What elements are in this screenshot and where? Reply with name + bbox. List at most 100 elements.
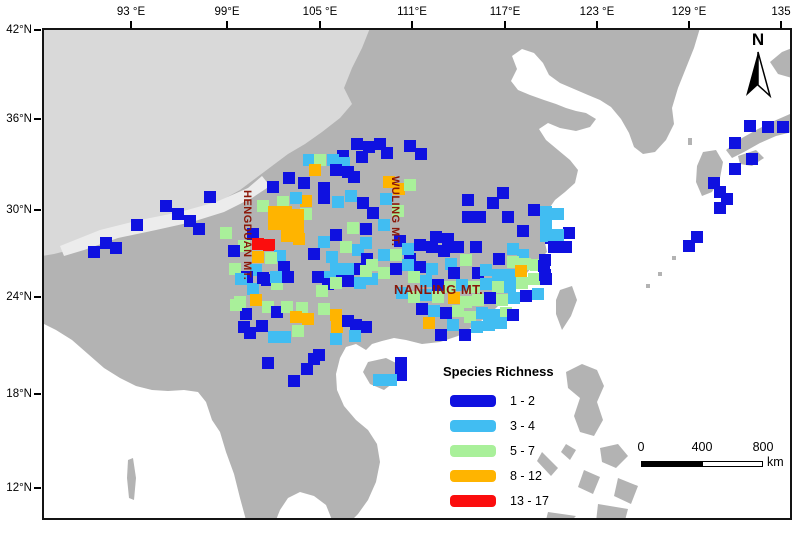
grid-cell — [318, 182, 330, 194]
scale-bar-number: 400 — [691, 440, 713, 454]
grid-cell — [402, 259, 414, 271]
scale-bar-segment-open — [702, 461, 763, 467]
mindoro-island — [561, 444, 576, 460]
grid-cell — [452, 241, 464, 253]
latitude-tick — [34, 209, 41, 211]
grid-cell — [235, 273, 247, 285]
grid-cell — [480, 264, 492, 276]
grid-cell — [356, 151, 368, 163]
legend-label: 3 - 4 — [510, 418, 536, 433]
grid-cell — [228, 245, 240, 257]
grid-cell — [464, 311, 476, 323]
grid-cell — [448, 292, 460, 304]
grid-cell — [270, 271, 282, 283]
andaman-islands — [127, 458, 136, 500]
grid-cell — [532, 288, 544, 300]
palawan-island — [537, 452, 558, 476]
grid-cell — [432, 279, 444, 291]
grid-cell — [507, 309, 519, 321]
grid-cell — [470, 241, 482, 253]
grid-cell — [330, 164, 342, 176]
grid-cell — [360, 321, 372, 333]
grid-cell — [507, 243, 519, 255]
grid-cell — [250, 294, 262, 306]
grid-cell — [492, 281, 504, 293]
grid-cell — [560, 241, 572, 253]
grid-cell — [257, 200, 269, 212]
grid-cell — [332, 196, 344, 208]
grid-cell — [460, 254, 472, 266]
longitude-label: 105 °E — [302, 6, 338, 18]
grid-cell — [540, 206, 552, 218]
grid-cell — [456, 279, 468, 291]
grid-cell — [462, 194, 474, 206]
grid-cell — [502, 211, 514, 223]
grid-cell — [683, 240, 695, 252]
grid-cell — [408, 291, 420, 303]
grid-cell — [483, 319, 495, 331]
legend: Species Richness 1 - 2 3 - 4 5 - 7 8 - 12 13… — [443, 364, 554, 513]
grid-cell — [402, 243, 414, 255]
philippine-island — [614, 478, 638, 504]
grid-cell — [395, 357, 407, 369]
grid-cell — [423, 317, 435, 329]
grid-cell — [383, 176, 395, 188]
longitude-tick — [226, 21, 228, 28]
scale-bar-segment-filled — [641, 461, 702, 467]
grid-cell — [393, 183, 405, 195]
grid-cell — [416, 303, 428, 315]
legend-item: 8 - 12 — [443, 463, 554, 488]
grid-cell — [279, 331, 291, 343]
grid-cell — [268, 218, 280, 230]
grid-cell — [160, 200, 172, 212]
latitude-label: 42°N — [6, 24, 32, 36]
grid-cell — [280, 206, 292, 218]
grid-cell — [496, 294, 508, 306]
ryukyu-island — [672, 256, 676, 260]
tsushima-island — [688, 138, 692, 145]
grid-cell — [504, 269, 516, 281]
grid-cell — [357, 197, 369, 209]
grid-cell — [318, 236, 330, 248]
grid-cell — [318, 303, 330, 315]
legend-label: 13 - 17 — [510, 493, 549, 508]
grid-cell — [298, 177, 310, 189]
grid-cell — [330, 229, 342, 241]
grid-cell — [204, 191, 216, 203]
grid-cell — [314, 154, 326, 166]
north-arrow: N — [738, 30, 778, 102]
grid-cell — [252, 251, 264, 263]
longitude-label: 135 — [771, 6, 791, 18]
grid-cell — [415, 148, 427, 160]
himalaya-ridge — [60, 176, 270, 256]
grid-cell — [378, 249, 390, 261]
grid-cell — [484, 292, 496, 304]
japan-honshu — [726, 112, 792, 158]
grid-cell — [539, 254, 551, 266]
grid-cell — [229, 263, 241, 275]
grid-cell — [271, 306, 283, 318]
grid-cell — [396, 287, 408, 299]
tibetan-plateau — [42, 28, 370, 256]
grid-cell — [508, 292, 520, 304]
ryukyu-island — [658, 272, 662, 276]
grid-cell — [432, 291, 444, 303]
grid-cell — [290, 192, 302, 204]
grid-cell — [448, 267, 460, 279]
grid-cell — [385, 374, 397, 386]
legend-item: 1 - 2 — [443, 388, 554, 413]
grid-cell — [517, 225, 529, 237]
grid-cell — [100, 237, 112, 249]
latitude-tick — [34, 29, 41, 31]
grid-cell — [268, 331, 280, 343]
longitude-label: 111°E — [397, 6, 427, 18]
grid-cell — [440, 307, 452, 319]
grid-cell — [480, 278, 492, 290]
grid-cell — [444, 281, 456, 293]
grid-cell — [131, 219, 143, 231]
grid-cell — [303, 154, 315, 166]
grid-cell — [274, 250, 286, 262]
grid-cell — [252, 238, 264, 250]
